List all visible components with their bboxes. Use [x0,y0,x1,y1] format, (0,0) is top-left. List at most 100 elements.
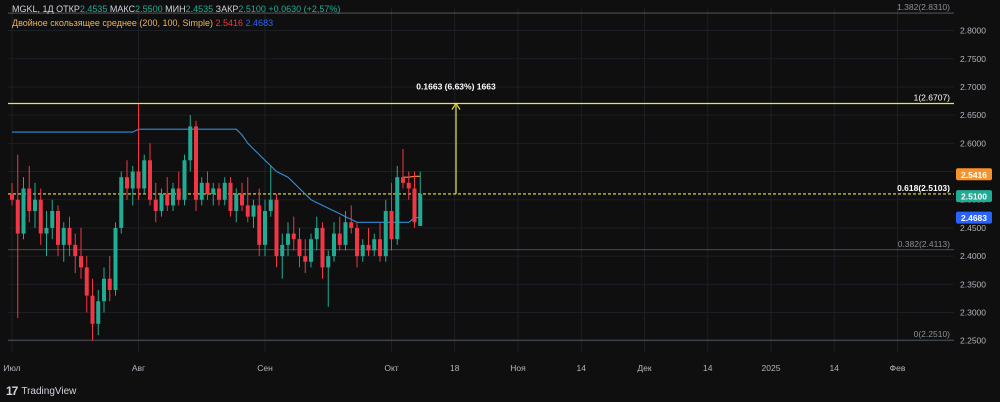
candle-body [176,188,181,200]
candle-body [38,199,43,234]
candle-body [21,188,26,234]
candle-body [130,171,135,189]
fib-level-label: 1.382(2.8310) [897,2,950,12]
candle-body [199,182,204,200]
candle-body [15,199,20,234]
x-tick-label: Сен [257,363,273,373]
ticker-label[interactable]: MGKL, 1Д [12,4,54,14]
price-label-bg [956,190,992,203]
candle-body [217,188,221,200]
tradingview-logo[interactable]: 17 TradingView [6,384,76,398]
candle-body [337,233,342,245]
candle-body [44,227,49,234]
candle-body [10,194,14,200]
candle-body [102,278,106,302]
price-label: 2.4683 [961,213,987,223]
candle-body [349,222,354,228]
ohlc-legend: MGKL, 1Д ОТКР2.4535 МАКС2.5500 МИН2.4535… [12,4,340,14]
low-value: 2.4535 [185,4,214,14]
ma-legend[interactable]: Двойное скользящее среднее (200, 100, Si… [12,18,273,28]
candle-body [61,227,66,245]
candle-body [222,182,227,200]
candle-body [96,301,101,324]
candle-body [33,199,37,212]
candle-body [406,182,411,189]
fib-level-label: 0.618(2.5103) [897,183,950,193]
candle-body [240,194,244,206]
ma1-value: 2.5416 [215,18,244,28]
tradingview-logo-text: TradingView [21,385,77,397]
low-label: МИН [165,4,186,14]
close-label: ЗАКР [215,4,239,14]
candle-body [263,211,267,245]
x-tick-label: Июл [3,363,20,373]
candle-body [326,256,331,268]
y-tick-label: 2.7000 [960,82,986,92]
candle-body [286,233,290,245]
candle-body [378,239,382,257]
y-tick-label: 2.3000 [960,308,986,318]
candle-body [125,177,129,189]
x-tick-label: Ноя [510,363,526,373]
candle-body [194,126,198,200]
candle-body [360,244,365,257]
candle-body [228,182,233,212]
candle-body [355,227,359,257]
candle-body [314,227,319,240]
candle-body [90,295,95,324]
x-tick-label: 14 [830,363,840,373]
candle-body [303,256,308,262]
candle-body [332,233,336,257]
candle-body [136,171,141,189]
x-tick-label: Дек [637,363,651,373]
x-tick-label: 14 [703,363,713,373]
candle-body [50,211,55,228]
candle-body [395,177,400,240]
candle-body [211,188,216,195]
high-label: МАКС [109,4,136,14]
candle-body [84,267,89,296]
candle-body [56,211,60,245]
tradingview-logo-icon: 17 [6,384,18,398]
candle-body [79,256,83,268]
candle-body [159,194,164,212]
y-tick-label: 2.2500 [960,336,986,346]
candle-body [171,188,175,206]
candle-body [389,211,394,240]
change-value: +0.0630 (+2.57%) [268,4,341,14]
candle-body [234,194,239,212]
candle-body [205,182,210,195]
close-value: 2.5100 [238,4,266,14]
price-label-bg [956,211,992,224]
candle-body [291,233,296,240]
candle-body [148,160,152,200]
x-tick-label: Авг [132,363,145,373]
fib-level-label: 0(2.2510) [914,329,951,339]
candle-body [280,244,285,257]
candle-body [401,177,405,183]
candle-body [113,227,118,290]
candle-body [309,239,313,262]
candle-body [153,199,158,212]
fib-level-label: 0.382(2.4113) [898,239,950,249]
y-tick-label: 2.6000 [960,138,986,148]
measure-arrow-icon [451,102,461,110]
candle-body [165,194,170,206]
ma-line-orange [403,175,421,178]
candle-body [412,188,417,223]
candle-body [274,199,279,257]
candle-body [320,227,325,268]
measure-label: 0.1663 (6.63%) 1663 [416,81,496,91]
candle-body [67,227,72,245]
y-tick-label: 2.6500 [960,110,986,120]
y-tick-label: 2.8000 [960,26,986,36]
price-label-bg [956,168,992,181]
candle-body [142,160,147,189]
candle-body [27,188,32,212]
candle-body [366,244,371,251]
candle-body [297,239,302,257]
open-label: ОТКР [56,4,80,14]
candle-body [73,244,78,257]
